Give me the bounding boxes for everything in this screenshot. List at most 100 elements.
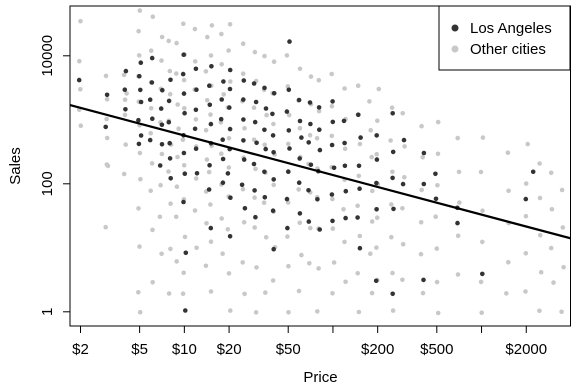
data-point xyxy=(225,227,231,232)
data-point xyxy=(192,59,198,64)
data-point xyxy=(159,34,165,40)
data-point xyxy=(221,79,226,84)
data-point xyxy=(173,214,179,220)
data-point xyxy=(219,216,224,221)
data-point xyxy=(208,202,213,207)
data-point xyxy=(160,87,165,93)
data-point xyxy=(193,176,199,181)
data-point xyxy=(149,55,155,61)
data-point xyxy=(240,260,245,265)
data-point xyxy=(263,235,269,240)
data-point xyxy=(137,309,143,315)
data-point xyxy=(286,112,292,118)
data-point xyxy=(175,102,180,107)
data-point xyxy=(242,126,247,131)
data-point xyxy=(297,125,303,131)
data-point xyxy=(124,91,129,96)
data-point xyxy=(252,188,257,193)
data-point xyxy=(506,188,511,194)
data-point xyxy=(183,308,188,313)
data-point xyxy=(136,141,142,147)
data-point xyxy=(138,176,143,182)
data-point xyxy=(433,171,438,177)
data-point xyxy=(158,106,164,111)
x-tick-label: $50 xyxy=(276,341,301,358)
data-point xyxy=(138,87,143,93)
data-point xyxy=(159,142,165,147)
data-point xyxy=(390,149,396,155)
data-point xyxy=(306,188,311,193)
data-point xyxy=(355,215,360,220)
legend-box xyxy=(438,5,571,71)
data-point xyxy=(271,59,277,64)
data-point xyxy=(263,290,268,295)
legend-marker-los-angeles xyxy=(451,24,459,32)
data-point xyxy=(262,169,267,175)
data-point xyxy=(330,291,335,296)
data-point xyxy=(241,97,246,102)
data-point xyxy=(374,151,380,157)
data-point xyxy=(227,22,233,27)
data-point xyxy=(167,68,173,74)
data-point xyxy=(241,117,246,122)
data-point xyxy=(174,259,179,264)
data-point xyxy=(219,62,224,67)
data-point xyxy=(400,181,406,187)
data-point xyxy=(286,310,291,315)
x-tick-label: $200 xyxy=(361,341,394,358)
data-point xyxy=(208,112,213,117)
data-point xyxy=(374,157,380,162)
data-point xyxy=(308,225,313,231)
data-point xyxy=(242,206,248,211)
data-point xyxy=(242,291,247,297)
data-point xyxy=(209,64,214,69)
data-point xyxy=(374,133,380,138)
data-point xyxy=(225,171,231,176)
data-point xyxy=(358,135,363,140)
data-point xyxy=(263,146,269,152)
data-point xyxy=(149,161,155,166)
data-point xyxy=(183,250,189,256)
data-point xyxy=(174,71,179,76)
data-point xyxy=(307,100,313,105)
data-point xyxy=(297,66,303,72)
x-tick-label: $5 xyxy=(131,341,148,358)
data-point xyxy=(329,71,335,77)
data-point xyxy=(206,187,212,192)
data-point xyxy=(203,263,209,269)
data-point xyxy=(455,135,461,141)
data-point xyxy=(138,60,144,65)
x-tick-label: $2000 xyxy=(505,341,547,358)
data-point xyxy=(433,196,439,202)
data-point xyxy=(168,77,173,83)
y-tick-label: 10000 xyxy=(39,35,56,77)
data-point xyxy=(549,207,555,212)
data-point xyxy=(315,309,320,314)
data-point xyxy=(219,151,224,156)
data-point xyxy=(343,279,348,285)
data-point xyxy=(374,245,379,250)
data-point xyxy=(561,264,566,270)
x-tick-label: $20 xyxy=(217,341,242,358)
data-point xyxy=(150,14,156,19)
data-point xyxy=(204,157,210,162)
data-point xyxy=(355,203,360,209)
data-point xyxy=(389,234,394,240)
data-point xyxy=(435,183,440,188)
data-point xyxy=(342,140,347,146)
data-point xyxy=(538,270,544,275)
data-point xyxy=(226,165,232,170)
data-point xyxy=(180,291,186,297)
data-point xyxy=(253,99,259,105)
data-point xyxy=(331,260,337,265)
legend-label-los-angeles: Los Angeles xyxy=(470,20,552,37)
data-point xyxy=(284,53,290,58)
data-point xyxy=(104,135,110,141)
data-point xyxy=(208,289,214,294)
data-point xyxy=(400,277,405,283)
data-point xyxy=(149,80,155,85)
legend: Los Angeles Other cities xyxy=(438,5,571,71)
data-point xyxy=(317,147,323,153)
data-point xyxy=(221,92,226,97)
data-point xyxy=(252,119,258,125)
